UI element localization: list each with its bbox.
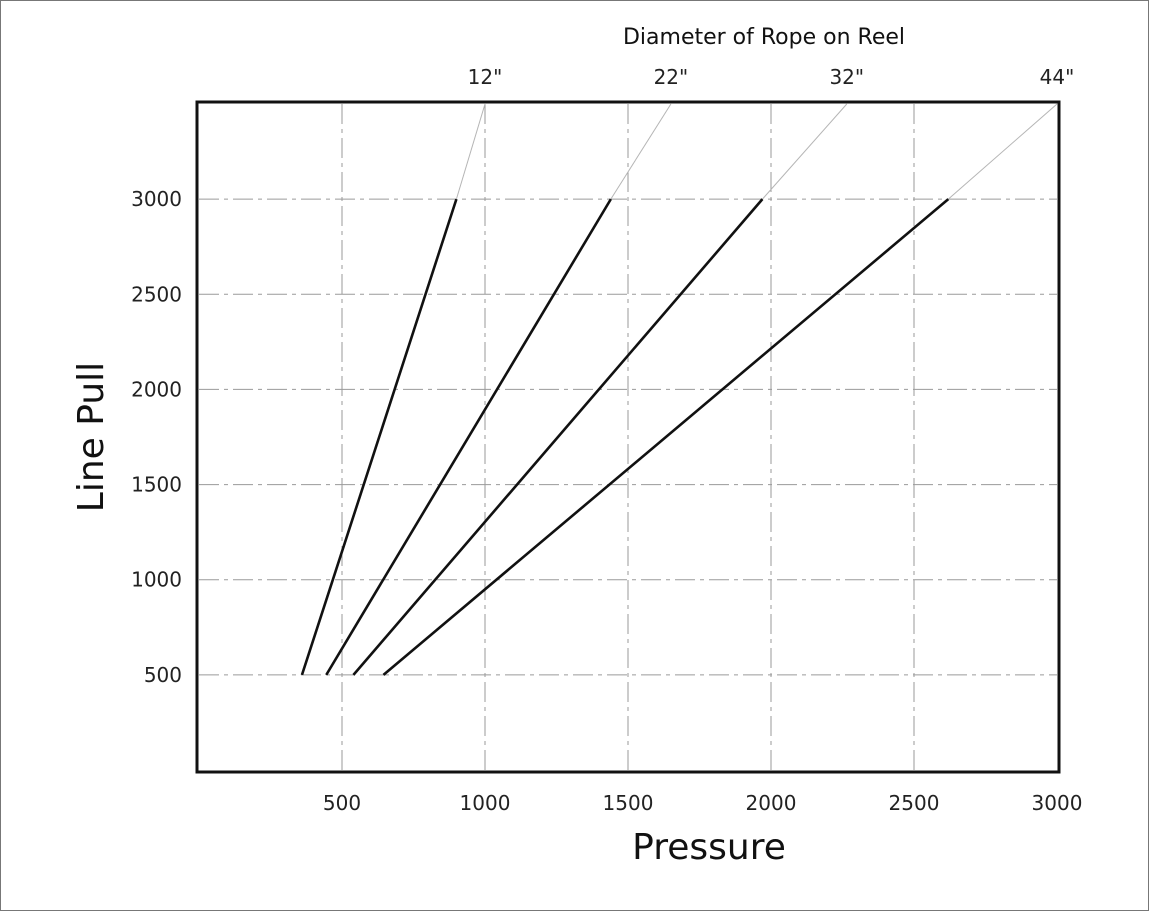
tick-labels: 500 1000 1500 2000 2500 3000 500 1000 1500 2000 25… [131,187,1082,815]
series-label: 12" [468,65,503,89]
x-axis-title: Pressure [632,827,786,868]
series-extension-line [947,103,1058,200]
y-tick-label: 1500 [131,473,182,497]
series-lines [300,103,1058,676]
series-line [352,198,764,676]
x-tick-label: 1500 [603,791,654,815]
y-tick-label: 2500 [131,282,182,306]
plot-border [195,100,1061,774]
series-label: 44" [1040,65,1075,89]
series-line [325,198,612,676]
y-tick-label: 500 [144,663,182,687]
chart-title: Diameter of Rope on Reel [623,25,905,50]
series-extension-line [610,103,672,200]
series-extension-line [762,103,848,200]
series-line [300,198,458,676]
grid-lines [199,104,1057,770]
series-extension-line [455,103,486,200]
x-tick-label: 1000 [460,791,511,815]
series-label: 22" [654,65,689,89]
y-tick-label: 1000 [131,568,182,592]
series-labels: 12" 22" 32" 44" [468,65,1075,89]
y-axis-title: Line Pull [71,362,112,512]
x-tick-label: 500 [323,791,361,815]
series-label: 32" [829,65,864,89]
x-tick-label: 2500 [889,791,940,815]
x-tick-label: 2000 [746,791,797,815]
y-tick-label: 2000 [131,377,182,401]
x-tick-label: 3000 [1032,791,1083,815]
y-tick-label: 3000 [131,187,182,211]
series-line [382,198,950,676]
